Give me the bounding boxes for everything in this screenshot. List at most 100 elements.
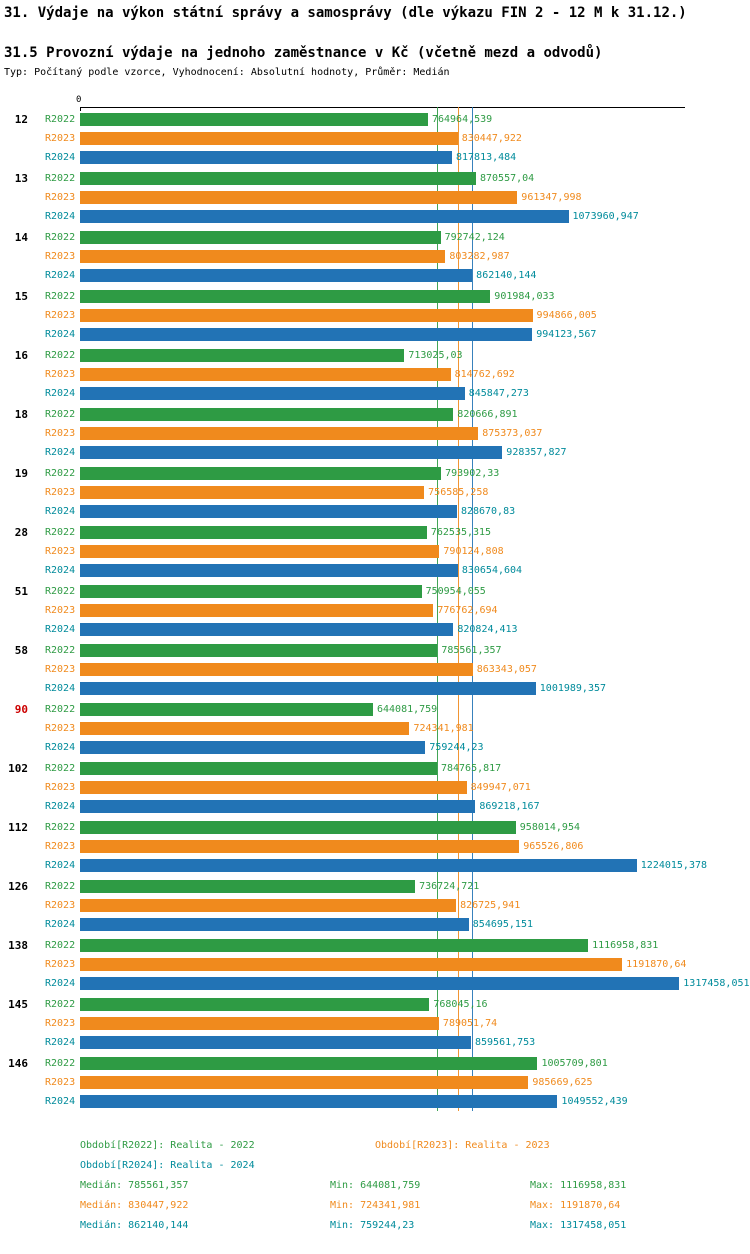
- bar-value-label: 764964,539: [431, 114, 493, 125]
- series-label: R2022: [45, 291, 76, 302]
- bar-row: R2024 1049552,439: [0, 1092, 750, 1111]
- bar-row: R2023 863343,057: [0, 660, 750, 679]
- bar-value-label: 863343,057: [476, 664, 537, 675]
- series-label: R2023: [45, 723, 76, 734]
- bar-19-R2022: [80, 467, 442, 480]
- series-label: R2024: [45, 1037, 76, 1048]
- bar-value-label: 961347,998: [521, 192, 582, 203]
- bar-value-label: 830654,604: [461, 565, 523, 576]
- bar-112-R2022: [80, 821, 516, 834]
- bar-value-label: 849947,071: [470, 782, 531, 793]
- bar-value-label: 817813,484: [456, 152, 517, 163]
- page-title: 31. Výdaje na výkon státní správy a samo…: [4, 5, 687, 21]
- bar-value-label: 826725,941: [460, 900, 521, 911]
- bar-126-R2024: [80, 918, 469, 931]
- bar-value-label: 1116958,831: [592, 940, 659, 951]
- stats-median-r2024: Medián: 862140,144: [80, 1219, 189, 1231]
- bar-value-label: 790124,808: [443, 546, 504, 557]
- bar-track: 961347,998: [80, 191, 685, 204]
- series-label: R2022: [45, 350, 76, 361]
- series-label: R2024: [45, 447, 76, 458]
- bar-row: R2024 859561,753: [0, 1033, 750, 1052]
- bar-track: 768045,16: [80, 998, 685, 1011]
- bar-145-R2022: [80, 998, 430, 1011]
- bar-value-label: 1073960,947: [572, 211, 639, 222]
- group-label: 90: [14, 703, 28, 716]
- bar-value-label: 820666,891: [457, 409, 518, 420]
- bar-row: 19 R2022 793902,33: [0, 464, 750, 483]
- bar-row: R2024 759244,23: [0, 738, 750, 757]
- bar-value-label: 820824,413: [457, 624, 518, 635]
- legend-period-r2024: Období[R2024]: Realita - 2024: [80, 1159, 255, 1171]
- bar-value-label: 928357,827: [506, 447, 567, 458]
- bar-row: R2023 814762,692: [0, 365, 750, 384]
- series-label: R2023: [45, 900, 76, 911]
- group-label: 102: [8, 762, 28, 775]
- legend-footer: Období[R2022]: Realita - 2022 Období[R20…: [80, 1135, 750, 1235]
- bar-row: 16 R2022 713025,03: [0, 346, 750, 365]
- series-label: R2023: [45, 369, 76, 380]
- bar-value-label: 965526,806: [523, 841, 584, 852]
- bar-track: 762535,315: [80, 526, 685, 539]
- bar-112-R2023: [80, 840, 520, 853]
- bar-row: R2024 817813,484: [0, 148, 750, 167]
- group-label: 14: [14, 231, 28, 244]
- bar-value-label: 1005709,801: [541, 1058, 608, 1069]
- bar-row: R2024 1001989,357: [0, 679, 750, 698]
- bar-row: R2023 1191870,64: [0, 955, 750, 974]
- series-label: R2024: [45, 624, 76, 635]
- bar-16-R2024: [80, 387, 465, 400]
- bar-15-R2023: [80, 309, 533, 322]
- bar-track: 713025,03: [80, 349, 685, 362]
- bar-row: R2023 875373,037: [0, 424, 750, 443]
- series-label: R2022: [45, 409, 76, 420]
- bar-value-label: 958014,954: [519, 822, 580, 833]
- bar-row: R2024 1224015,378: [0, 856, 750, 875]
- bar-row: R2024 862140,144: [0, 266, 750, 285]
- bar-102-R2024: [80, 800, 476, 813]
- series-label: R2022: [45, 527, 76, 538]
- legend-period-r2022: Období[R2022]: Realita - 2022: [80, 1139, 255, 1151]
- bar-track: 817813,484: [80, 151, 685, 164]
- series-label: R2024: [45, 506, 76, 517]
- bar-145-R2023: [80, 1017, 439, 1030]
- bar-track: 928357,827: [80, 446, 685, 459]
- bar-row: R2024 820824,413: [0, 620, 750, 639]
- bar-90-R2024: [80, 741, 426, 754]
- bar-value-label: 803282,987: [449, 251, 510, 262]
- bar-146-R2023: [80, 1076, 529, 1089]
- series-label: R2024: [45, 388, 76, 399]
- group-label: 126: [8, 880, 28, 893]
- series-label: R2024: [45, 152, 76, 163]
- bar-value-label: 830447,922: [461, 133, 522, 144]
- bar-track: 863343,057: [80, 663, 685, 676]
- stats-min-r2024: Min: 759244,23: [330, 1219, 415, 1231]
- bar-track: 854695,151: [80, 918, 685, 931]
- bar-row: 138 R2022 1116958,831: [0, 936, 750, 955]
- bar-rows-container: 12 R2022 764964,539 R2023 830447,922 R2024 817…: [0, 108, 750, 1111]
- bar-track: 814762,692: [80, 368, 685, 381]
- stats-row-r2022: Medián: 785561,357 Min: 644081,759 Max: …: [80, 1175, 750, 1195]
- bar-track: 759244,23: [80, 741, 685, 754]
- series-label: R2023: [45, 428, 76, 439]
- bar-138-R2023: [80, 958, 623, 971]
- bar-value-label: 756585,258: [428, 487, 489, 498]
- bar-51-R2022: [80, 585, 422, 598]
- bar-chart: 0 12 R2022 764964,539 R2023 830447,922 R2024 8…: [0, 94, 750, 1111]
- bar-51-R2024: [80, 623, 454, 636]
- series-label: R2022: [45, 173, 76, 184]
- legend-period-r2023: Období[R2023]: Realita - 2023: [375, 1139, 550, 1151]
- bar-track: 958014,954: [80, 821, 685, 834]
- series-label: R2024: [45, 329, 76, 340]
- bar-row: 18 R2022 820666,891: [0, 405, 750, 424]
- stats-row-r2023: Medián: 830447,922 Min: 724341,981 Max: …: [80, 1195, 750, 1215]
- bar-value-label: 724341,981: [413, 723, 474, 734]
- bar-90-R2023: [80, 722, 410, 735]
- page-subtitle: 31.5 Provozní výdaje na jednoho zaměstna…: [4, 45, 603, 61]
- series-label: R2023: [45, 959, 76, 970]
- bar-13-R2024: [80, 210, 569, 223]
- series-label: R2024: [45, 801, 76, 812]
- bar-value-label: 789051,74: [442, 1018, 498, 1029]
- bar-track: 764964,539: [80, 113, 685, 126]
- series-label: R2022: [45, 645, 76, 656]
